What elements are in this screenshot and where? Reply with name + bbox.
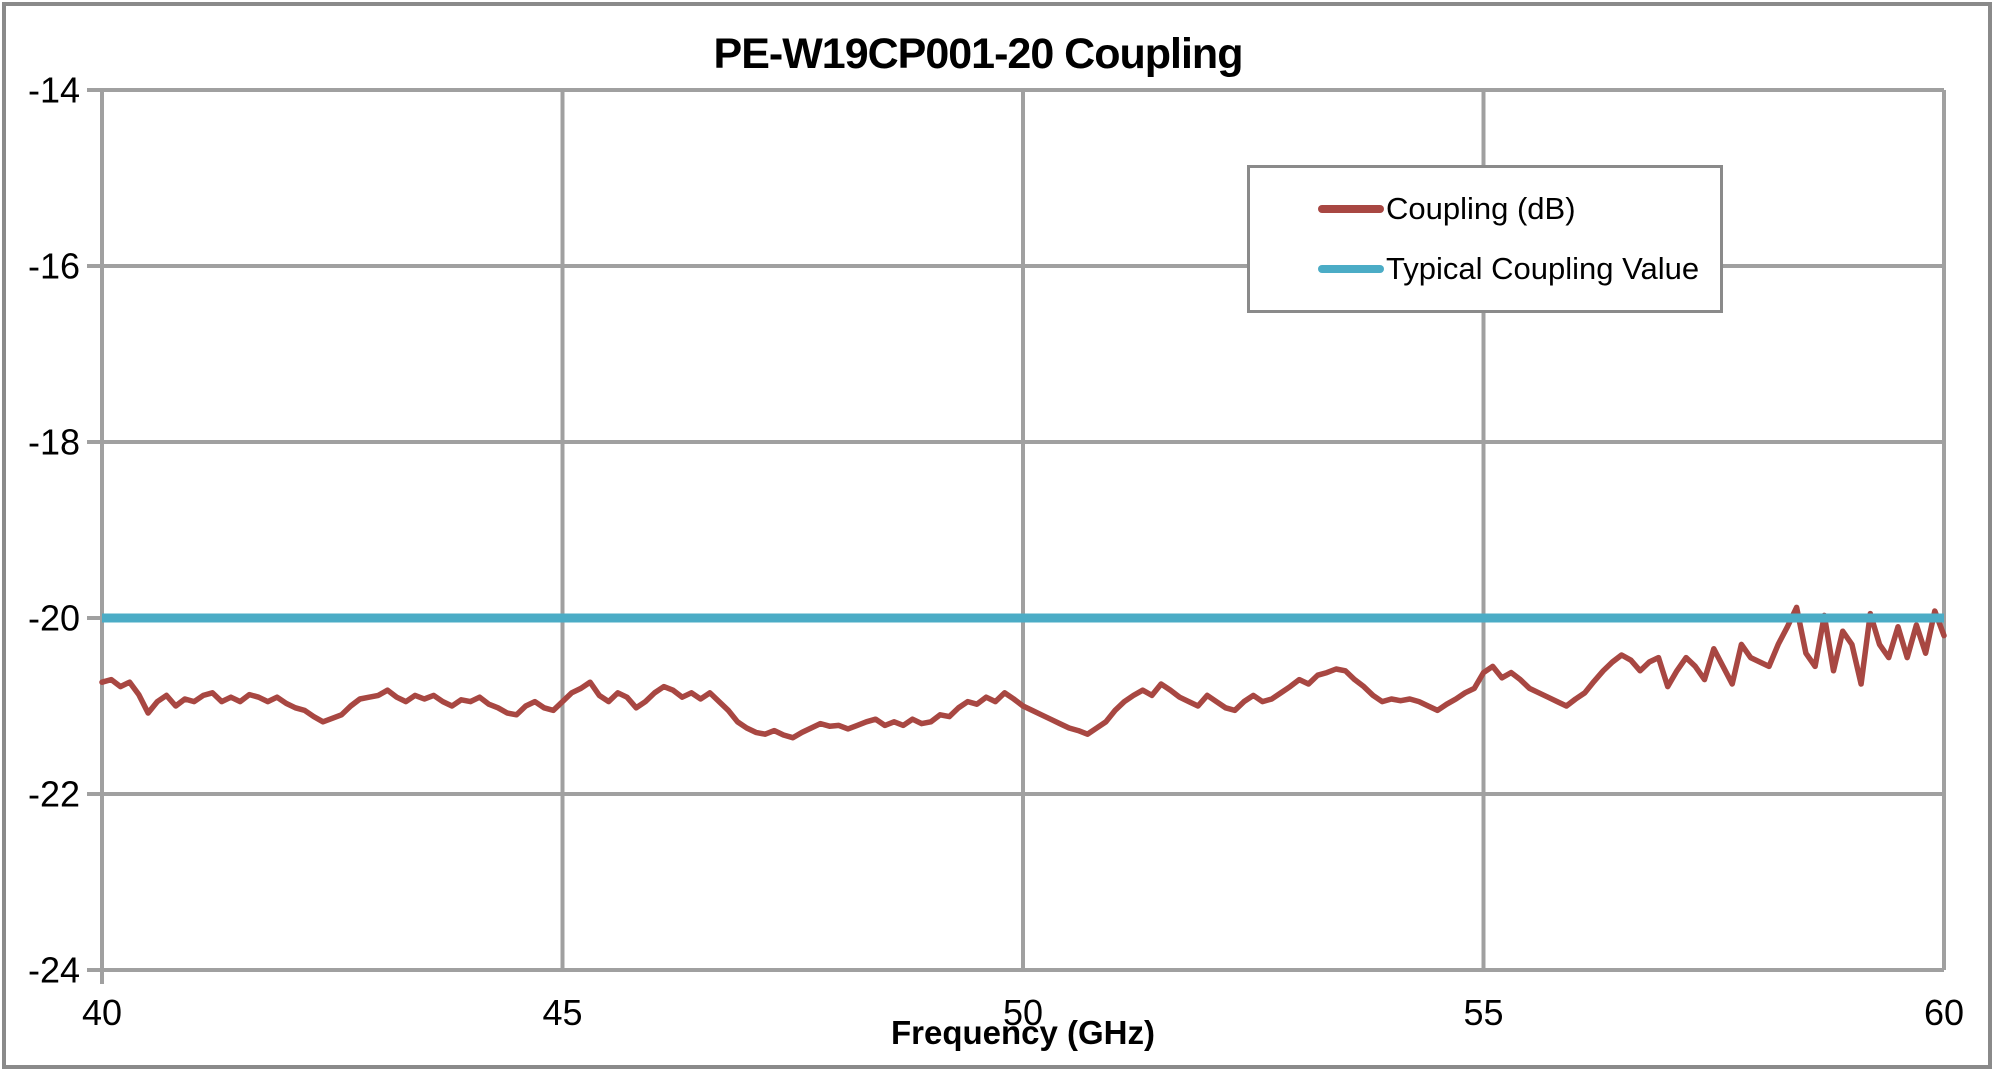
y-tick-label--20: -20 bbox=[28, 598, 80, 639]
x-axis-title: Frequency (GHz) bbox=[890, 1014, 1156, 1051]
typical-line-swatch bbox=[1318, 264, 1384, 273]
y-tick-label--16: -16 bbox=[28, 246, 80, 287]
x-tick-label-55: 55 bbox=[1463, 992, 1503, 1033]
y-tick-label--22: -22 bbox=[28, 774, 80, 815]
x-tick-label-45: 45 bbox=[542, 992, 582, 1033]
y-tick-label--14: -14 bbox=[28, 70, 80, 111]
x-tick-label-40: 40 bbox=[82, 992, 122, 1033]
legend-item-coupling: Coupling (dB) bbox=[1318, 191, 1720, 227]
legend: Coupling (dB) Typical Coupling Value bbox=[1247, 165, 1723, 313]
chart-title: PE-W19CP001-20 Coupling bbox=[713, 30, 1244, 78]
x-tick-label-50: 50 bbox=[1003, 992, 1043, 1033]
y-tick-label--18: -18 bbox=[28, 422, 80, 463]
coupling-line-swatch bbox=[1318, 205, 1384, 214]
y-tick-label--24: -24 bbox=[28, 950, 80, 991]
x-tick-label-60: 60 bbox=[1924, 992, 1964, 1033]
coupling-series-line bbox=[99, 604, 1947, 741]
legend-item-typical: Typical Coupling Value bbox=[1318, 251, 1720, 287]
legend-label-typical: Typical Coupling Value bbox=[1386, 250, 1700, 286]
legend-label-coupling: Coupling (dB) bbox=[1386, 191, 1576, 227]
